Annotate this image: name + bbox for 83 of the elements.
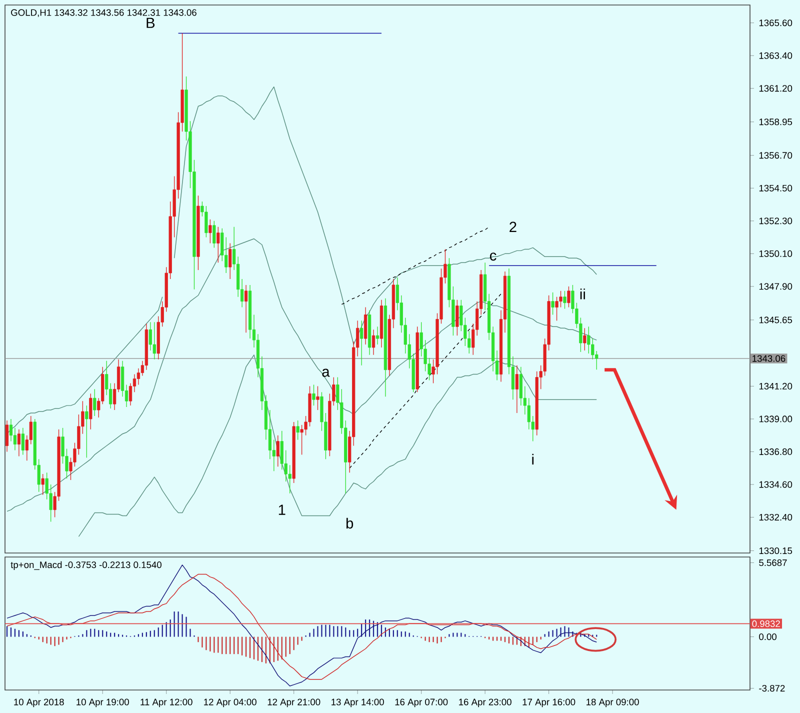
candlestick xyxy=(587,326,590,354)
y-tick-label: 1330.15 xyxy=(759,547,792,554)
candlestick xyxy=(89,393,92,430)
candlestick xyxy=(41,474,44,496)
candlestick xyxy=(136,368,140,386)
candlestick xyxy=(364,306,368,345)
candlestick xyxy=(128,382,132,406)
candlestick xyxy=(216,226,220,263)
candlestick xyxy=(21,428,24,456)
candlestick xyxy=(316,386,320,410)
candlestick xyxy=(567,286,570,308)
x-tick-label: 10 Apr 19:00 xyxy=(76,698,129,708)
candlestick xyxy=(456,300,459,336)
candlestick xyxy=(5,420,9,452)
x-tick-label: 18 Apr 09:00 xyxy=(586,698,639,708)
chart-title: tp+on_Macd -0.3753 -0.2213 0.1540 xyxy=(10,561,162,570)
candlestick xyxy=(296,420,300,440)
candlestick xyxy=(591,338,594,360)
y-tick-label: 1339.00 xyxy=(759,416,792,422)
y-tick-label: 1347.90 xyxy=(759,283,792,290)
x-tick-label: 13 Apr 14:00 xyxy=(332,698,384,708)
candlestick xyxy=(148,322,152,351)
chart-title: GOLD,H1 1343.32 1343.56 1342.31 1343.06 xyxy=(11,9,196,17)
candlestick xyxy=(13,428,17,451)
x-tick-label: 16 Apr 23:00 xyxy=(459,698,512,708)
x-tick-label: 10 Apr 2018 xyxy=(14,698,64,708)
candlestick xyxy=(583,328,586,351)
candlestick xyxy=(555,296,558,322)
candlestick xyxy=(288,464,292,494)
annotation: B xyxy=(146,18,155,28)
y-tick-label: 1352.30 xyxy=(759,218,792,224)
y-tick-label: 1354.50 xyxy=(759,184,792,192)
annotation: ii xyxy=(580,288,585,300)
candlestick xyxy=(17,429,21,457)
candlestick xyxy=(224,236,228,274)
y-tick-label: 1363.40 xyxy=(759,52,792,59)
y-tick-label: 1358.95 xyxy=(759,118,792,126)
x-tick-label: 11 Apr 12:00 xyxy=(140,698,192,708)
y-tick-label: 1365.60 xyxy=(759,20,792,26)
annotation: 1 xyxy=(278,504,286,515)
candlestick xyxy=(559,290,562,308)
candlestick xyxy=(563,290,566,310)
x-tick-label: 16 Apr 07:00 xyxy=(395,698,448,708)
candlestick xyxy=(244,284,248,333)
y-tick-label: 0.00 xyxy=(759,633,777,640)
candlestick xyxy=(9,418,13,442)
candlestick xyxy=(519,366,522,406)
annotation: i xyxy=(532,454,534,464)
y-tick-label: 1341.20 xyxy=(759,382,792,390)
candlestick xyxy=(204,206,208,238)
y-tick-label: 1334.60 xyxy=(759,481,792,488)
candlestick xyxy=(228,242,232,280)
candlestick xyxy=(515,365,518,414)
candlestick xyxy=(152,322,156,360)
candlestick xyxy=(312,384,316,406)
y-tick-label: 1356.70 xyxy=(759,152,792,159)
candlestick xyxy=(212,220,216,248)
annotation: c xyxy=(490,252,496,261)
y-tick-label: 1361.20 xyxy=(759,85,792,92)
candlestick xyxy=(300,424,304,456)
annotation: b xyxy=(346,518,354,529)
x-tick-label: 12 Apr 21:00 xyxy=(268,698,320,708)
ref-line-label: 0.9832 xyxy=(752,620,780,628)
x-tick-label: 12 Apr 04:00 xyxy=(204,698,256,708)
ref-line-label: 1343.06 xyxy=(752,355,786,362)
y-tick-label: 1336.80 xyxy=(759,448,792,456)
x-tick-label: 17 Apr 16:00 xyxy=(522,698,576,708)
candlestick xyxy=(551,292,554,316)
y-tick-label: 1345.65 xyxy=(759,316,792,324)
candlestick xyxy=(276,435,280,467)
candlestick xyxy=(85,405,88,458)
y-tick-label: 5.5687 xyxy=(759,559,787,566)
candlestick xyxy=(376,326,380,345)
annotation: 2 xyxy=(510,222,516,232)
y-tick-label: 1332.40 xyxy=(759,514,792,521)
candlestick xyxy=(93,388,96,416)
candlestick xyxy=(360,320,364,366)
candlestick xyxy=(372,329,376,356)
y-tick-label: -3.872 xyxy=(759,684,785,692)
y-tick-label: 1350.10 xyxy=(759,250,792,257)
candlestick xyxy=(208,219,212,244)
annotation: a xyxy=(322,368,330,377)
candlestick xyxy=(527,398,530,430)
